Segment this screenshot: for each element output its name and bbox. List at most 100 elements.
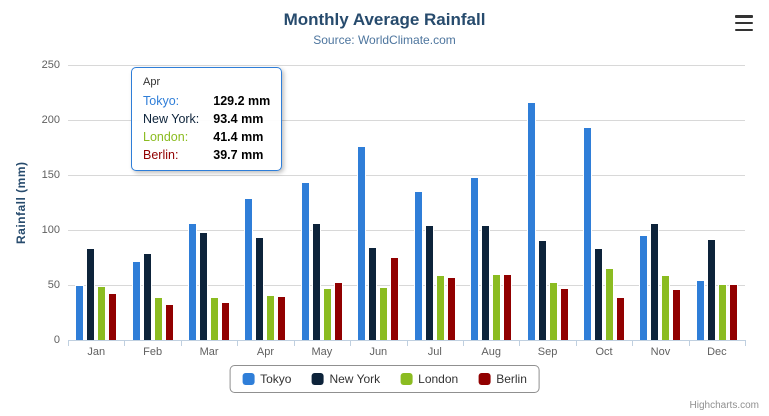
- x-axis-tick: [745, 340, 746, 346]
- legend-symbol-new-york: [311, 373, 324, 385]
- bar-tokyo-apr[interactable]: [244, 197, 254, 340]
- x-axis-tick: [124, 340, 126, 346]
- legend-item-london[interactable]: London: [400, 372, 458, 386]
- gridline-150: [68, 175, 745, 176]
- x-axis-tick: [688, 340, 690, 346]
- hamburger-icon: [735, 15, 753, 18]
- bar-tokyo-jan[interactable]: [75, 285, 85, 340]
- legend-label-berlin: Berlin: [496, 372, 527, 386]
- bar-group-jun: [350, 65, 406, 340]
- tooltip-series-name-london: London:: [143, 130, 189, 144]
- bar-new-york-jul[interactable]: [424, 224, 434, 340]
- legend-item-tokyo[interactable]: Tokyo: [242, 372, 291, 386]
- bar-group-dec: [689, 65, 745, 340]
- bar-group-apr: [237, 65, 293, 340]
- bar-group-sep: [519, 65, 575, 340]
- bar-berlin-aug[interactable]: [503, 273, 513, 340]
- bar-groups: [68, 65, 745, 340]
- bar-berlin-may[interactable]: [333, 282, 343, 340]
- bar-tokyo-aug[interactable]: [470, 176, 480, 340]
- bar-tokyo-jul[interactable]: [413, 190, 423, 340]
- bar-london-jul[interactable]: [435, 275, 445, 340]
- bar-group-may: [294, 65, 350, 340]
- bar-berlin-nov[interactable]: [672, 288, 682, 340]
- bar-london-jun[interactable]: [379, 286, 389, 340]
- bar-berlin-apr[interactable]: [277, 296, 287, 340]
- bar-group-oct: [576, 65, 632, 340]
- bar-new-york-oct[interactable]: [594, 248, 603, 340]
- bar-london-apr[interactable]: [266, 294, 276, 340]
- x-axis-tick: [575, 340, 577, 346]
- bar-tokyo-dec[interactable]: [695, 280, 705, 340]
- gridline-100: [68, 230, 745, 231]
- bar-tokyo-sep[interactable]: [526, 102, 536, 340]
- bar-berlin-jan[interactable]: [108, 293, 118, 340]
- bar-new-york-feb[interactable]: [142, 253, 152, 340]
- x-axis-tick: [180, 340, 182, 346]
- bar-london-dec[interactable]: [717, 283, 727, 340]
- bar-berlin-oct[interactable]: [616, 297, 625, 340]
- tooltip-series-value-london: 41.4 mm: [213, 130, 264, 144]
- bar-berlin-jun[interactable]: [390, 257, 400, 340]
- legend-symbol-berlin: [478, 373, 491, 385]
- bar-group-nov: [632, 65, 688, 340]
- tooltip-series-name-berlin: Berlin:: [143, 148, 179, 162]
- bar-berlin-feb[interactable]: [164, 303, 174, 340]
- x-axis-tick: [350, 340, 352, 346]
- bar-new-york-mar[interactable]: [199, 231, 209, 340]
- bar-new-york-aug[interactable]: [481, 225, 491, 340]
- legend-label-new-york: New York: [329, 372, 381, 386]
- tooltip-series-name-new-york: New York:: [143, 112, 200, 126]
- bar-berlin-mar[interactable]: [221, 302, 231, 340]
- bar-london-mar[interactable]: [210, 296, 220, 340]
- tooltip-series-name-tokyo: Tokyo:: [143, 94, 180, 108]
- gridline-50: [68, 285, 745, 286]
- bar-london-nov[interactable]: [661, 274, 671, 340]
- tooltip-category-label: Apr: [143, 76, 161, 88]
- bar-tokyo-jun[interactable]: [357, 146, 367, 340]
- bar-london-jan[interactable]: [97, 286, 107, 340]
- bar-new-york-dec[interactable]: [706, 238, 716, 340]
- bar-berlin-sep[interactable]: [559, 287, 569, 340]
- bar-tokyo-nov[interactable]: [639, 234, 649, 340]
- x-axis-ticks: [68, 340, 746, 346]
- x-axis-label-jun: Jun: [369, 346, 388, 358]
- bar-london-may[interactable]: [322, 288, 332, 340]
- credits-link[interactable]: Highcharts.com: [689, 400, 759, 411]
- x-axis-tick: [406, 340, 408, 346]
- chart-subtitle: Source: WorldClimate.com: [313, 33, 456, 47]
- bar-london-aug[interactable]: [492, 274, 502, 340]
- bar-london-feb[interactable]: [153, 297, 163, 340]
- y-axis-labels: 0 50 100 150 200 250: [28, 59, 60, 346]
- x-axis-tick: [68, 340, 69, 346]
- legend-item-new-york[interactable]: New York: [311, 372, 380, 386]
- tooltip-series-value-berlin: 39.7 mm: [213, 148, 264, 162]
- bar-berlin-jul[interactable]: [446, 276, 456, 340]
- bar-tokyo-mar[interactable]: [188, 223, 198, 340]
- x-axis-tick: [237, 340, 239, 346]
- bar-group-feb: [124, 65, 180, 340]
- bar-tokyo-oct[interactable]: [583, 126, 592, 340]
- legend-label-london: London: [418, 372, 459, 386]
- bar-tokyo-feb[interactable]: [131, 261, 141, 340]
- bar-london-sep[interactable]: [548, 282, 558, 340]
- bar-new-york-apr[interactable]: [255, 237, 265, 340]
- y-axis-tick-label-50: 50: [47, 279, 60, 291]
- export-menu-button[interactable]: [733, 14, 757, 32]
- bar-tokyo-may[interactable]: [300, 181, 310, 340]
- bar-new-york-sep[interactable]: [537, 239, 547, 340]
- x-axis-label-mar: Mar: [199, 346, 219, 358]
- x-axis-label-aug: Aug: [481, 346, 501, 358]
- hamburger-icon: [735, 28, 753, 31]
- legend-symbol-london: [400, 373, 413, 385]
- bar-new-york-jan[interactable]: [86, 248, 96, 340]
- bar-new-york-jun[interactable]: [368, 247, 378, 340]
- bar-new-york-may[interactable]: [311, 223, 321, 340]
- bar-berlin-dec[interactable]: [728, 283, 738, 340]
- bar-london-oct[interactable]: [605, 268, 614, 340]
- x-axis-label-apr: Apr: [256, 346, 275, 358]
- bar-group-mar: [181, 65, 237, 340]
- legend-item-berlin[interactable]: Berlin: [478, 372, 527, 386]
- bar-new-york-nov[interactable]: [650, 222, 660, 340]
